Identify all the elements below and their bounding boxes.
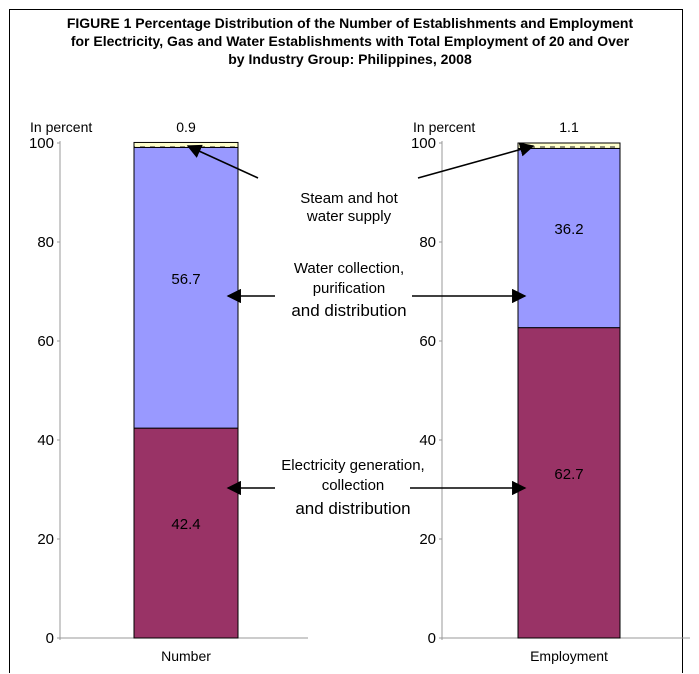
y-tick-label: 0 — [428, 630, 436, 647]
series-label-line: and distribution — [295, 499, 410, 518]
unit-label: In percent — [413, 119, 475, 135]
data-label: 0.9 — [176, 119, 196, 135]
bar-segment — [133, 427, 239, 639]
chart-frame — [9, 9, 683, 673]
chart-title-line-1: FIGURE 1 Percentage Distribution of the … — [66, 15, 634, 31]
series-label-line: collection — [322, 477, 385, 494]
y-tick-label: 20 — [37, 531, 54, 548]
series-label-line: Water collection, — [294, 260, 404, 277]
bar-segment — [133, 141, 239, 148]
series-label-line: water supply — [306, 208, 392, 225]
y-tick-label: 60 — [419, 333, 436, 350]
data-label: 56.7 — [171, 271, 200, 288]
annotation-arrow — [186, 144, 259, 179]
series-label-line: Electricity generation, — [281, 457, 424, 474]
y-tick-label: 80 — [419, 234, 436, 251]
series-label-line: purification — [313, 280, 386, 297]
bar-segment — [517, 142, 621, 149]
y-tick-label: 100 — [29, 135, 54, 152]
data-label: 62.7 — [554, 466, 583, 483]
chart-title-line-2: for Electricity, Gas and Water Establish… — [70, 33, 630, 49]
data-label: 1.1 — [559, 119, 579, 135]
series-annotation: Water collection, purification and distrib… — [226, 260, 527, 320]
chart-title: FIGURE 1 Percentage Distribution of the … — [20, 14, 680, 68]
bar-segment — [133, 146, 239, 429]
y-tick-label: 20 — [419, 531, 436, 548]
unit-label: In percent — [30, 119, 92, 135]
series-annotation: Electricity generation, collection and dis… — [226, 457, 527, 518]
y-tick-label: 80 — [37, 234, 54, 251]
category-label: Employment — [530, 648, 608, 664]
series-label-line: and distribution — [291, 301, 406, 320]
y-tick-label: 0 — [46, 630, 54, 647]
y-tick-label: 60 — [37, 333, 54, 350]
category-label: Number — [161, 648, 211, 664]
y-tick-label: 40 — [419, 432, 436, 449]
data-label: 42.4 — [171, 516, 200, 533]
annotation-arrow — [417, 142, 535, 179]
chart-title-line-3: by Industry Group: Philippines, 2008 — [228, 51, 472, 67]
data-label: 36.2 — [554, 221, 583, 238]
y-tick-label: 100 — [411, 135, 436, 152]
y-tick-label: 40 — [37, 432, 54, 449]
bar-segment — [517, 327, 621, 639]
series-label-line: Steam and hot — [300, 190, 398, 207]
